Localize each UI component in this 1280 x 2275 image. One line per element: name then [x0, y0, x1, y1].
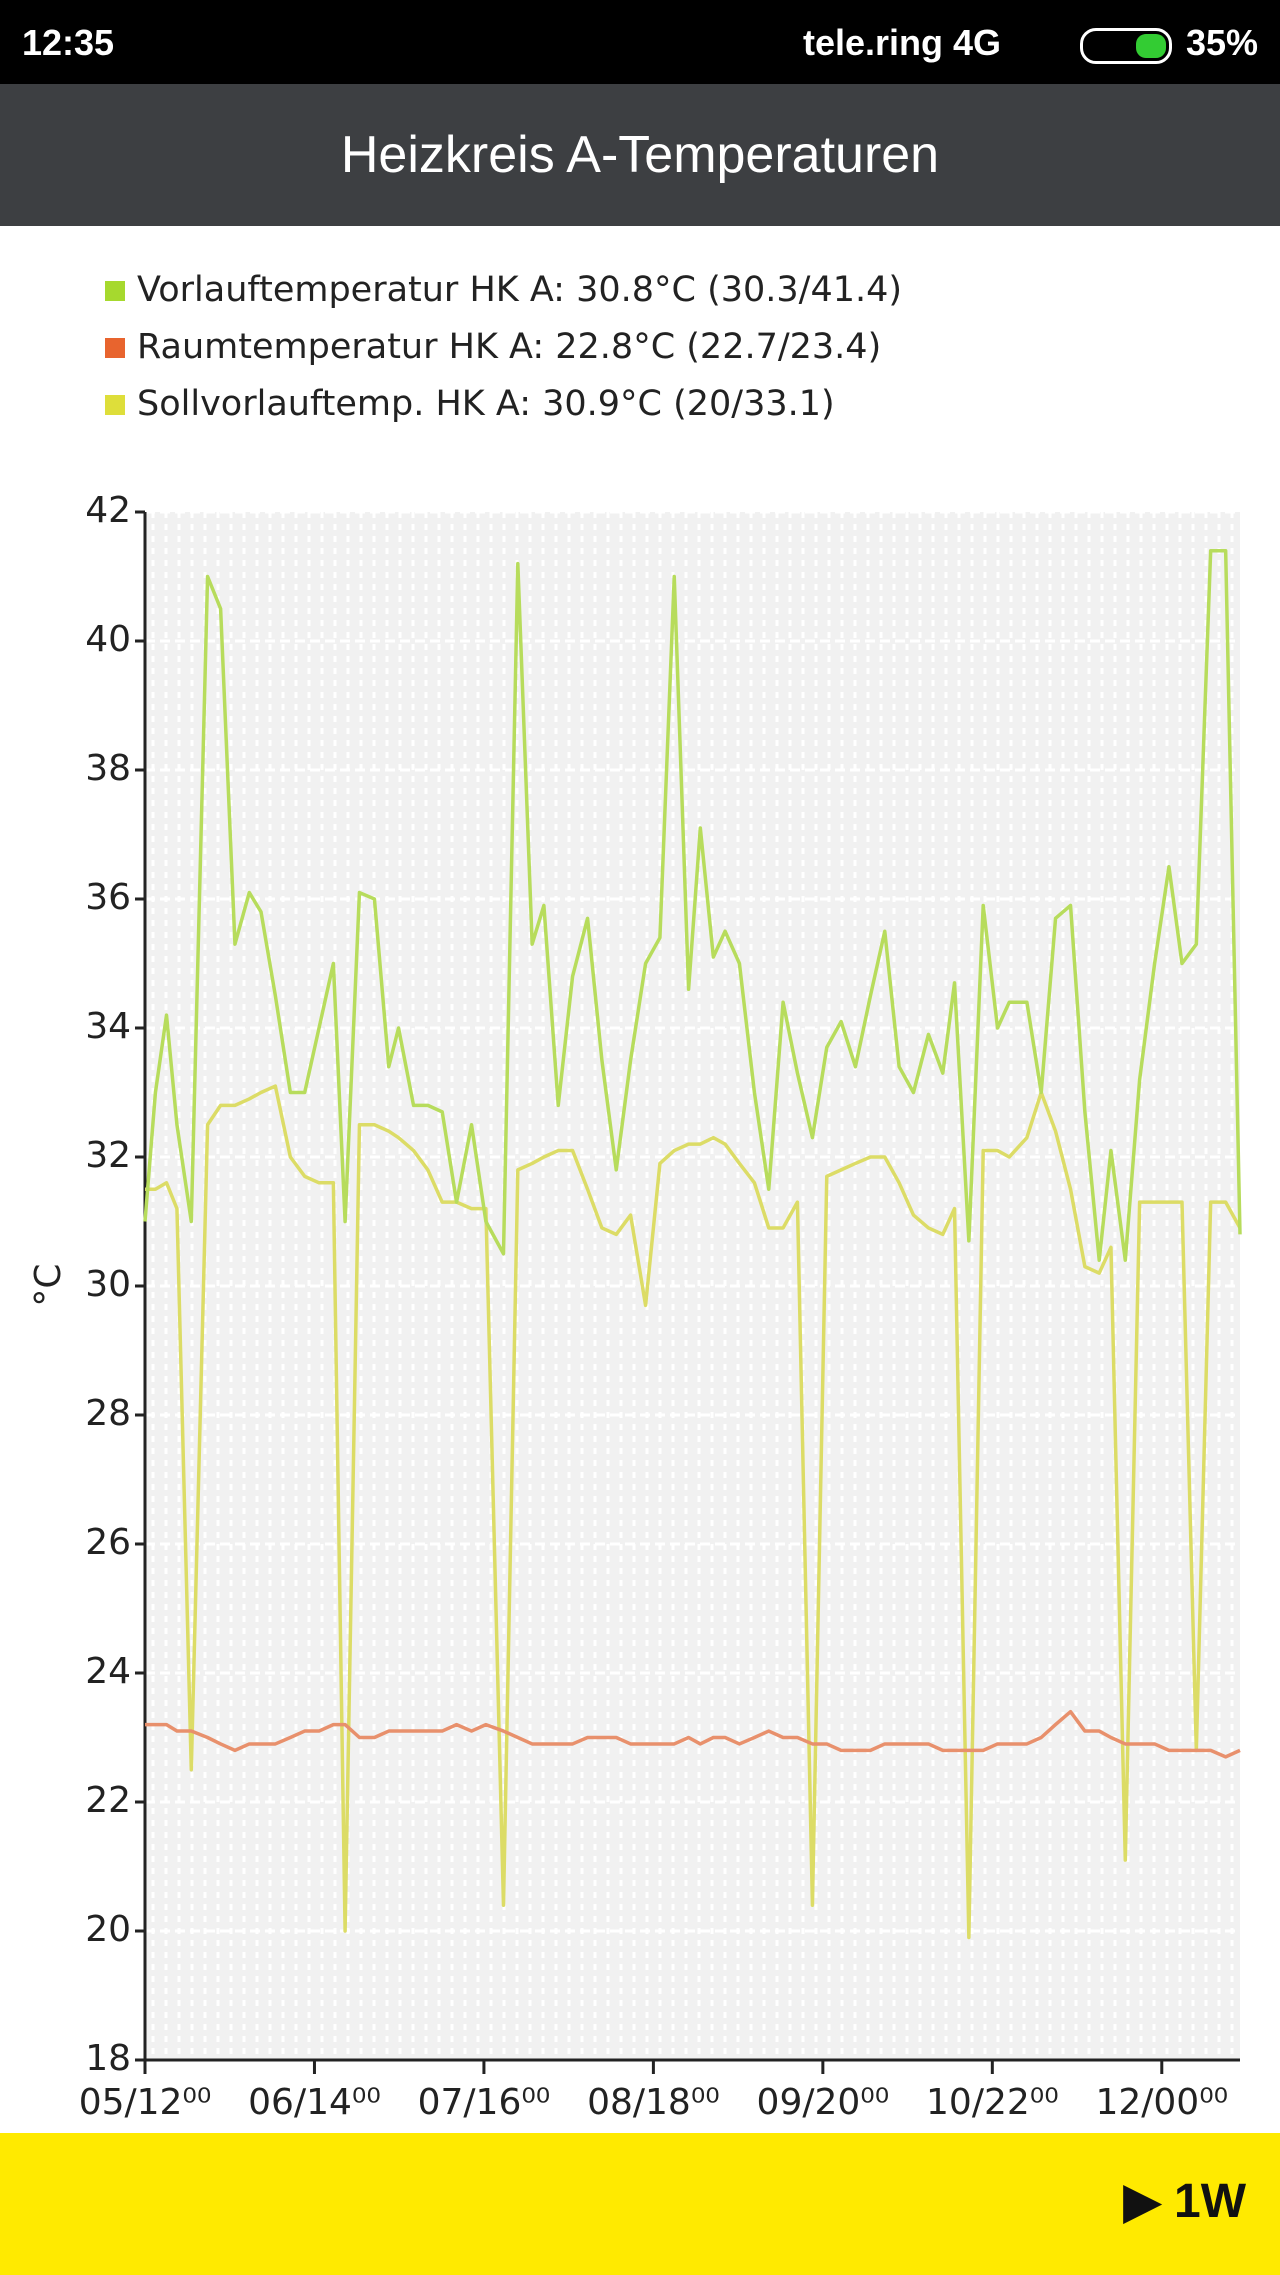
x-tick-label: 10/22⁰⁰ [926, 2082, 1059, 2123]
app-header: Heizkreis A-Temperaturen [0, 84, 1280, 226]
legend-swatch [105, 338, 125, 358]
series-line [145, 1709, 1241, 1759]
y-axis-label: °C [28, 1263, 69, 1306]
legend-entry: Raumtemperatur HK A: 22.8°C (22.7/23.4) [105, 319, 902, 376]
x-tick-label: 07/16⁰⁰ [418, 2082, 551, 2123]
legend-swatch [105, 281, 125, 301]
y-tick-label: 26 [85, 1522, 131, 1563]
y-tick-label: 30 [85, 1264, 131, 1305]
x-tick-label: 09/20⁰⁰ [757, 2082, 890, 2123]
status-bar: 12:35 tele.ring 4G 35% [0, 0, 1280, 84]
range-button[interactable]: ▶ 1W [1124, 2173, 1246, 2229]
footer-bar: ▶ 1W [0, 2133, 1280, 2275]
legend-entry: Sollvorlauftemp. HK A: 30.9°C (20/33.1) [105, 376, 902, 433]
x-tick-label: 06/14⁰⁰ [248, 2082, 381, 2123]
y-tick-label: 28 [85, 1393, 131, 1434]
y-tick-label: 42 [85, 490, 131, 531]
y-tick-label: 18 [85, 2038, 131, 2079]
range-label: 1W [1174, 2175, 1246, 2228]
x-tick-label: 05/12⁰⁰ [79, 2082, 212, 2123]
chart: °C 18 20 22 24 26 28 30 32 34 36 38 40 42 05/12⁰⁰ 06/1… [28, 490, 1242, 2123]
clock: 12:35 [22, 22, 115, 63]
legend: Vorlauftemperatur HK A: 30.8°C (30.3/41.… [105, 262, 902, 433]
legend-label: Vorlauftemperatur HK A: 30.8°C (30.3/41.… [137, 270, 903, 310]
y-tick-label: 20 [85, 1909, 131, 1950]
series-line [145, 1084, 1242, 1940]
y-tick-label: 38 [85, 748, 131, 789]
y-tick-label: 24 [85, 1651, 131, 1692]
title: Heizkreis A-Temperaturen [340, 126, 940, 184]
play-icon: ▶ [1123, 2175, 1174, 2228]
x-tick-label: 08/18⁰⁰ [587, 2082, 720, 2123]
legend-label: Sollvorlauftemp. HK A: 30.9°C (20/33.1) [137, 384, 835, 424]
y-tick-label: 32 [85, 1135, 131, 1176]
carrier: tele.ring 4G [803, 22, 1002, 63]
battery-icon [1080, 28, 1172, 64]
legend-swatch [105, 395, 125, 415]
y-tick-label: 40 [85, 619, 131, 660]
series-line [143, 548, 1242, 1262]
y-tick-label: 36 [85, 877, 131, 918]
legend-label: Raumtemperatur HK A: 22.8°C (22.7/23.4) [137, 327, 882, 367]
legend-entry: Vorlauftemperatur HK A: 30.8°C (30.3/41.… [105, 262, 902, 319]
y-tick-label: 22 [85, 1780, 131, 1821]
y-tick-label: 34 [85, 1006, 131, 1047]
x-tick-label: 12/00⁰⁰ [1095, 2082, 1228, 2123]
battery-level: 35% [1186, 22, 1259, 63]
